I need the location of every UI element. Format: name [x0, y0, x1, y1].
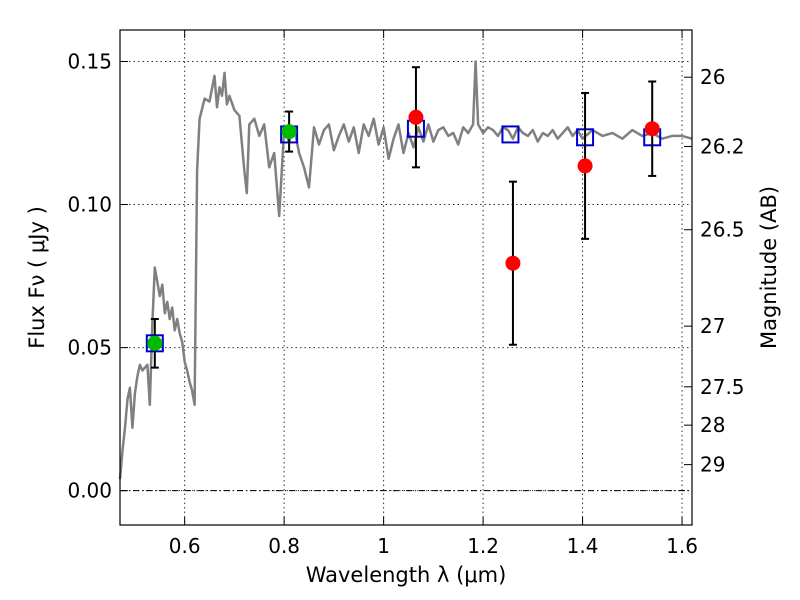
x-tick-label: 1 — [377, 534, 390, 558]
y2-tick-label: 27.5 — [700, 375, 745, 399]
y2-tick-label: 29 — [700, 453, 725, 477]
right-axis-label: Magnitude (AB) — [757, 186, 781, 349]
y-tick-label: 0.05 — [67, 336, 112, 360]
x-tick-label: 0.8 — [268, 534, 300, 558]
y2-tick-label: 26.5 — [700, 218, 745, 242]
y-tick-label: 0.15 — [67, 49, 112, 73]
y-axis-label: Flux Fν ( μJy ) — [25, 206, 49, 349]
y-tick-label: 0.00 — [67, 479, 112, 503]
y2-tick-label: 26 — [700, 65, 725, 89]
y2-tick-label: 28 — [700, 413, 725, 437]
data-markers — [145, 66, 662, 369]
x-tick-label: 1.4 — [567, 534, 599, 558]
hst-phot-point — [644, 121, 660, 137]
template-sed-line — [118, 60, 693, 480]
y2-tick-label: 27 — [700, 314, 725, 338]
hst-phot-point — [505, 255, 521, 271]
x-axis-label: Wavelength λ (μm) — [306, 563, 507, 587]
hst-phot-point — [577, 158, 593, 174]
model-flux-square — [501, 125, 520, 144]
axis-ticks: 0.6 0.8 1 1.2 1.4 1.6 0.00 0.05 0.10 0.15 26 26.2 26… — [67, 30, 745, 558]
ground-phot-point — [147, 335, 163, 351]
plot-frame — [119, 29, 693, 526]
x-tick-label: 1.2 — [467, 534, 499, 558]
ground-phot-point — [281, 124, 297, 140]
y2-tick-label: 26.2 — [700, 134, 745, 158]
x-tick-label: 0.6 — [169, 534, 201, 558]
hst-phot-point — [408, 109, 424, 125]
x-tick-label: 1.6 — [666, 534, 698, 558]
y-tick-label: 0.10 — [67, 193, 112, 217]
grid — [120, 30, 692, 525]
